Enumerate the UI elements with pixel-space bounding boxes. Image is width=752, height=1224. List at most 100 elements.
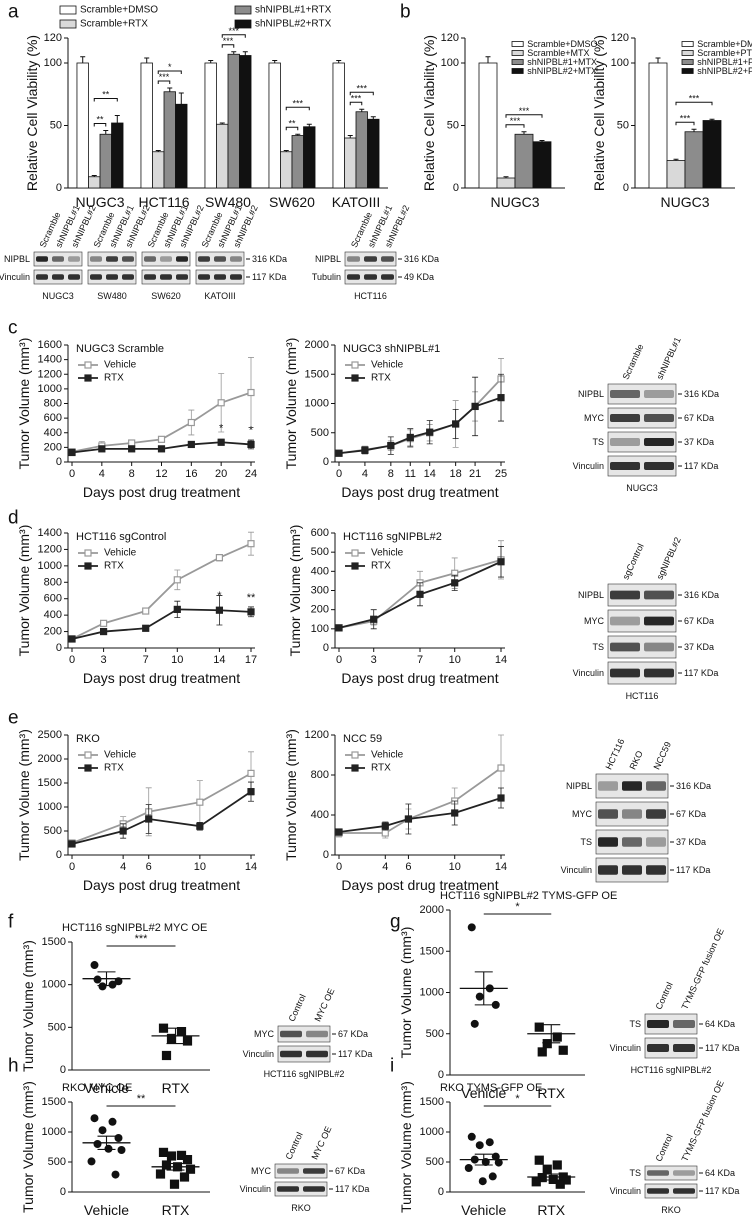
size-label: 49 KDa <box>404 272 434 282</box>
x-tick-label: NUGC3 <box>490 194 539 210</box>
y-tick-label: 2000 <box>420 904 444 916</box>
y-tick-label: 1000 <box>305 398 329 410</box>
series-marker <box>404 815 413 823</box>
error-bar <box>336 60 342 63</box>
series-marker <box>471 402 479 411</box>
sem-bar <box>97 971 116 987</box>
y-tick-label: 1000 <box>420 987 444 999</box>
blot-panel <box>607 635 677 659</box>
x-tick-label: 4 <box>99 468 105 480</box>
series-marker <box>406 433 414 442</box>
legend-label: RTX <box>371 373 391 384</box>
panel-letter: f <box>8 912 14 933</box>
y-axis-label: Relative Cell Viability (%) <box>24 35 40 191</box>
blot-band <box>160 274 172 280</box>
data-point <box>117 1146 126 1154</box>
blot-band <box>647 1188 669 1194</box>
significance-label: *** <box>159 72 170 82</box>
bar <box>140 62 153 189</box>
blot-band <box>277 1186 299 1192</box>
chart-title: RKO MYC OE <box>62 1082 132 1094</box>
blot-panel <box>274 1163 328 1179</box>
error-bar <box>178 92 184 105</box>
error-bar <box>231 51 237 55</box>
series-line <box>338 378 502 455</box>
y-tick-label: 1400 <box>38 354 62 366</box>
legend-marker <box>351 751 359 759</box>
lane-label: HCT116 <box>603 737 626 771</box>
error-bar <box>144 57 150 63</box>
data-point <box>555 1179 565 1189</box>
y-tick-label: 800 <box>44 576 62 588</box>
y-tick-label: 2500 <box>38 729 62 741</box>
bar <box>291 135 304 189</box>
error-bar <box>167 87 173 92</box>
x-tick-label: NUGC3 <box>660 194 709 210</box>
error-bar <box>709 118 715 121</box>
x-tick-label: 0 <box>336 861 342 873</box>
series-marker <box>215 554 224 562</box>
size-label: 117 KDa <box>335 1184 369 1194</box>
blot-panel <box>644 1183 698 1199</box>
blot-band <box>644 616 674 626</box>
error-bar <box>114 115 120 123</box>
data-point <box>111 1170 120 1179</box>
blot-band <box>68 256 80 262</box>
data-point <box>93 1140 102 1148</box>
blot-band <box>610 668 640 678</box>
bar <box>702 120 722 189</box>
y-tick-label: 0 <box>56 182 62 194</box>
panel-letter: i <box>390 1056 394 1077</box>
legend-label: shNIPBL#1+RTX <box>255 5 332 16</box>
legend-swatch <box>681 68 694 74</box>
blot-caption: RKO <box>661 1205 681 1215</box>
error-bar <box>521 131 527 135</box>
significance-label: *** <box>519 106 530 116</box>
legend-swatch <box>234 5 252 15</box>
x-tick-label: 14 <box>245 861 257 873</box>
y-tick-label: 500 <box>426 1156 444 1168</box>
legend-label: shNIPBL#1+PTX <box>697 57 752 67</box>
legend-swatch <box>511 68 524 74</box>
x-tick-label: 0 <box>69 654 75 666</box>
data-point <box>475 1141 484 1150</box>
series-marker <box>370 615 378 623</box>
y-tick-label: 200 <box>44 441 62 453</box>
series-marker <box>247 440 255 449</box>
y-tick-label: 400 <box>311 809 329 821</box>
blot-caption: NUGC3 <box>42 291 74 301</box>
significance-label: *** <box>223 36 234 46</box>
y-tick-label: 400 <box>311 565 329 577</box>
blot-caption: HCT116 sgNIPBL#2 <box>264 1069 345 1079</box>
blot-band <box>647 1044 669 1052</box>
y-tick-label: 0 <box>56 642 62 654</box>
blot-band <box>144 274 156 280</box>
series-line <box>71 772 252 844</box>
data-point <box>98 982 107 991</box>
blot-panel <box>277 1025 331 1043</box>
series-line <box>71 608 252 640</box>
blot-band <box>52 256 64 262</box>
y-tick-label: 1000 <box>42 979 66 991</box>
series-marker <box>361 446 369 454</box>
error-bar <box>91 175 97 177</box>
series-marker <box>217 399 225 407</box>
y-tick-label: 1500 <box>305 368 329 380</box>
lane-label: sgNIPBL#2 <box>654 536 682 581</box>
blot-band <box>364 274 377 280</box>
y-axis-label: Tumor Volume (mm³) <box>283 338 299 470</box>
blot-caption: HCT116 <box>626 691 659 701</box>
y-tick-label: 50 <box>617 120 629 132</box>
y-tick-label: 800 <box>311 769 329 781</box>
data-point <box>467 1132 476 1141</box>
legend-label: Vehicle <box>104 750 137 761</box>
series-marker <box>452 420 460 428</box>
legend-swatch <box>511 41 524 47</box>
series-marker <box>142 607 150 615</box>
x-tick-label: 4 <box>362 468 368 480</box>
size-label: 37 KDa <box>684 437 714 447</box>
size-label: 64 KDa <box>705 1168 735 1178</box>
protein-label: NIPBL <box>315 254 341 264</box>
